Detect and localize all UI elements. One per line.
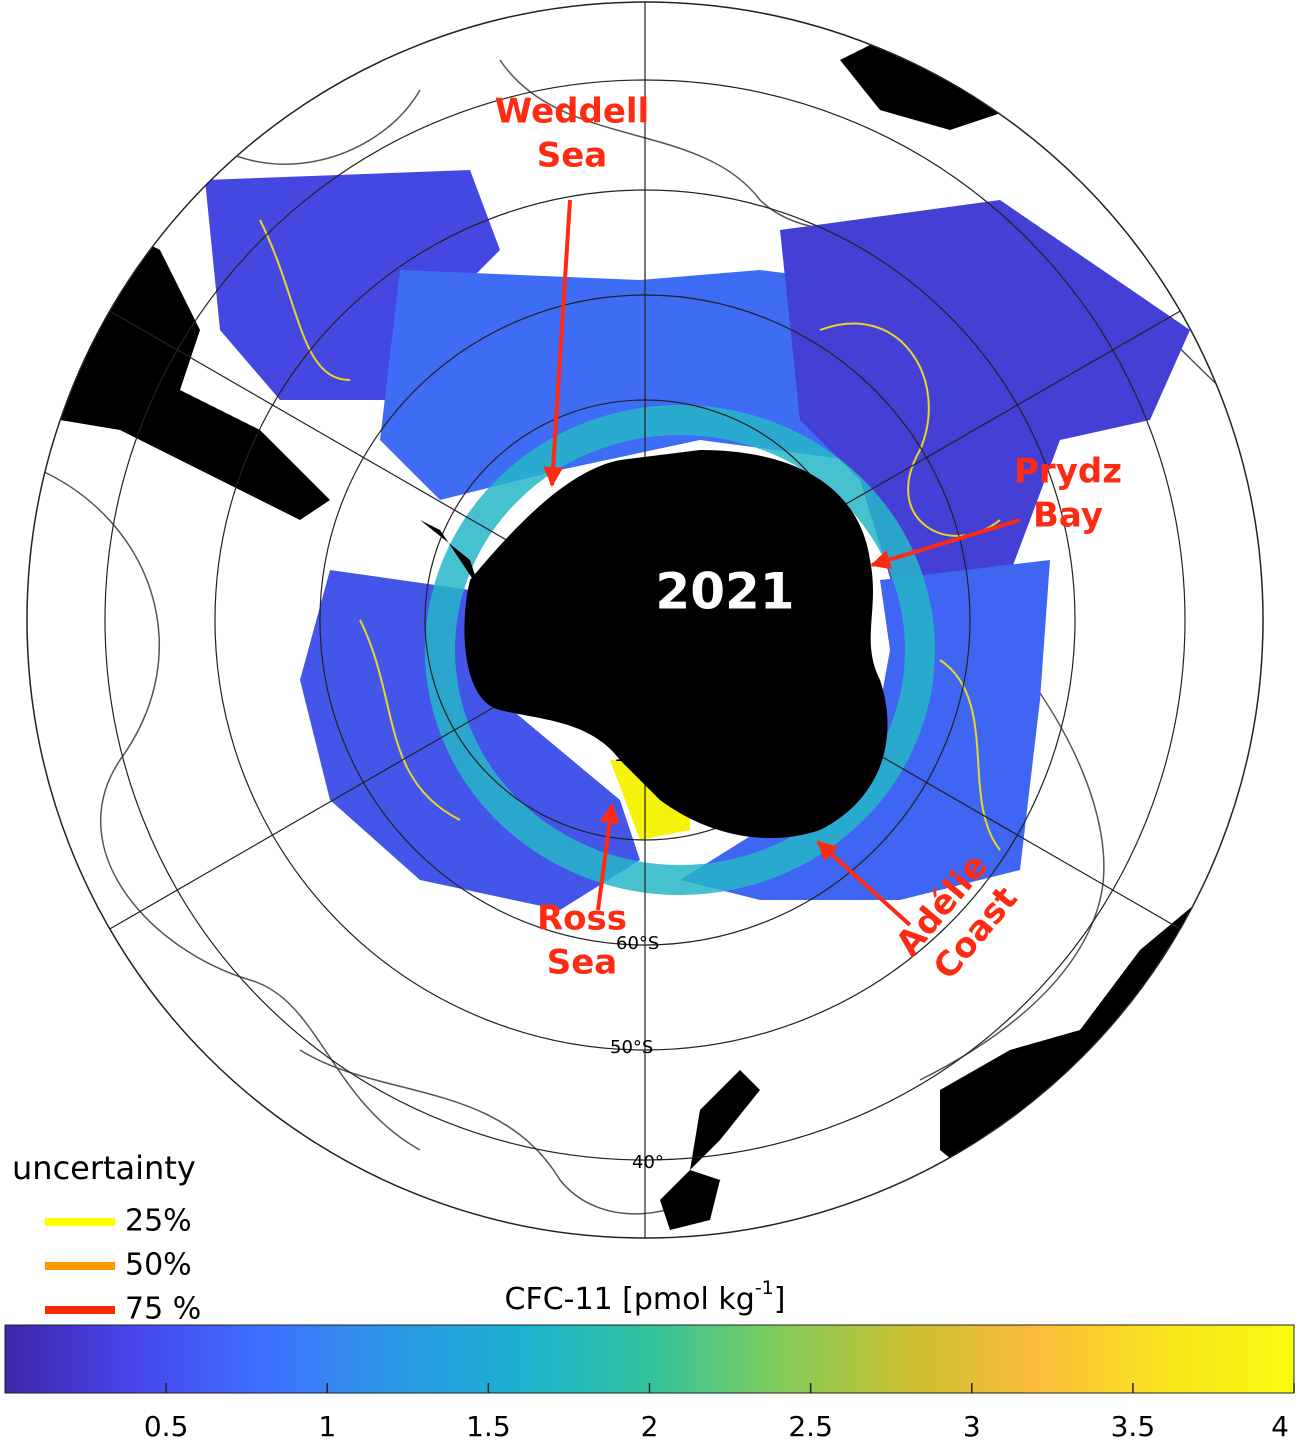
colorbar-tick-label: 4 [1271,1410,1289,1443]
colorbar-tick-label: 3 [963,1410,981,1443]
region-label-line: Ross [537,899,627,939]
graticule-label: 80 [652,732,675,753]
colorbar-tick-label: 1.5 [466,1410,511,1443]
graticule-label: 180° [614,745,657,766]
colorbar [4,1324,1295,1394]
cfc-field [205,170,1190,910]
legend-label: 50% [125,1248,192,1283]
colorbar-label: CFC-11 [pmol kg-1] [505,1277,786,1317]
colorbar-label-part: CFC-11 [pmol kg [505,1282,755,1317]
colorbar-label-part: -1 [755,1277,774,1299]
colorbar-tick-label: 2.5 [788,1410,833,1443]
colorbar-tick-label: 1 [318,1410,336,1443]
uncertainty-contours [259,219,1001,851]
colorbar-tick-label: 3.5 [1111,1410,1156,1443]
region-label-line: Weddell [495,92,649,132]
region-label-line: Prydz [1014,452,1122,492]
colorbar-tick-label: 0.5 [144,1410,189,1443]
region-label-line: Sea [537,136,608,176]
map-border [26,1,1264,1239]
colorbar-label-part: ] [774,1282,786,1317]
legend-label: 25% [125,1204,192,1239]
antarctica [420,450,888,839]
legend-label: 75 % [125,1292,201,1327]
region-label-line: Bay [1033,496,1103,536]
graticule-label: 40° [632,1152,664,1173]
graticule-label: 60°S [616,933,659,954]
year-label: 2021 [655,563,794,621]
region-label-line: Sea [547,943,618,983]
legend-title: uncertainty [12,1149,196,1187]
colorbar-tick-label: 2 [641,1410,659,1443]
arrows [543,199,1021,927]
graticule-label: 50°S [610,1037,653,1058]
